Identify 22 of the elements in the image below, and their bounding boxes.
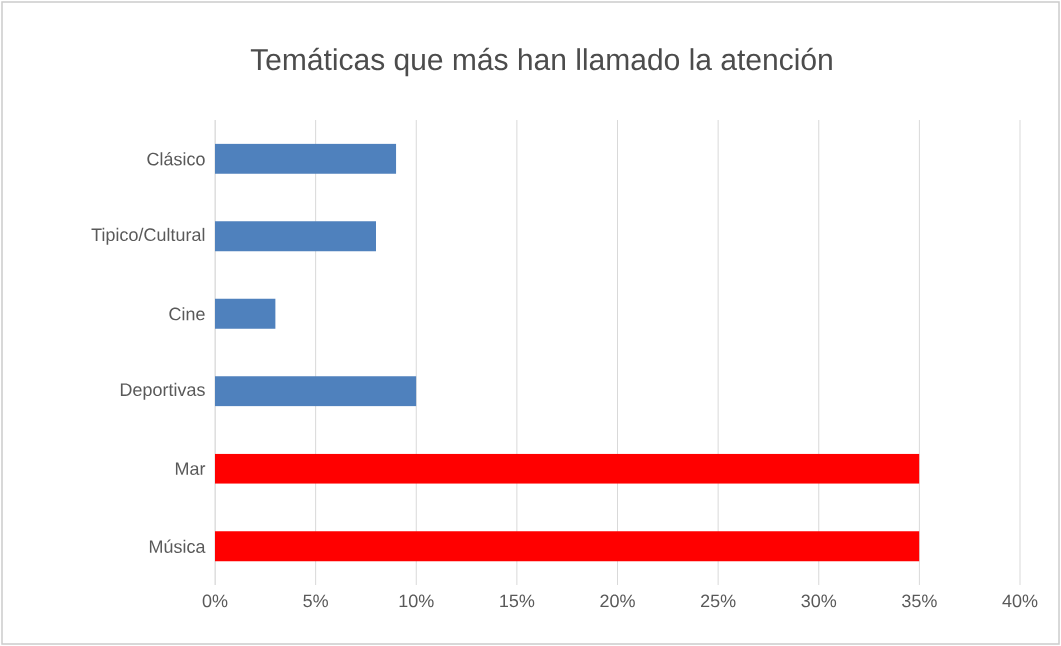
bar (215, 221, 376, 252)
y-tick-label: Cine (169, 307, 205, 321)
bar (215, 531, 920, 562)
x-tick-label: 40% (1002, 594, 1038, 608)
bar (215, 143, 397, 174)
bar (215, 453, 920, 484)
bar (215, 376, 417, 407)
x-tick-label: 15% (500, 594, 535, 608)
x-tick-label: 25% (701, 594, 736, 608)
x-tick-label: 20% (600, 594, 635, 608)
chart-title: Temáticas que más han llamado la atención (250, 47, 832, 77)
bar (215, 298, 276, 329)
y-tick-label: Música (149, 539, 206, 553)
y-tick-label: Clásico (147, 152, 205, 166)
x-tick-label: 0% (202, 594, 228, 608)
x-tick-label: 5% (303, 594, 328, 608)
y-tick-label: Tipico/Cultural (91, 227, 205, 245)
x-tick-label: 10% (399, 594, 434, 608)
y-tick-label: Mar (175, 462, 206, 476)
x-tick-label: 35% (902, 594, 937, 608)
x-tick-label: 30% (801, 594, 837, 608)
y-tick-label: Deportivas (120, 382, 205, 400)
